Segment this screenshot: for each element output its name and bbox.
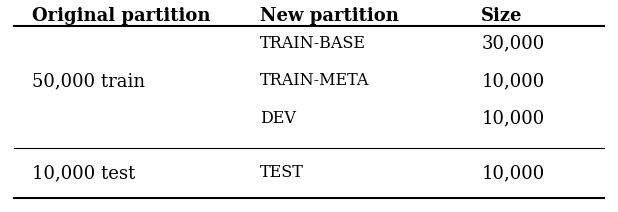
Text: 30,000: 30,000 — [481, 34, 544, 52]
Text: TRAIN-BASE: TRAIN-BASE — [260, 35, 366, 52]
Text: DEV: DEV — [260, 110, 295, 127]
Text: 10,000: 10,000 — [481, 164, 544, 182]
Text: New partition: New partition — [260, 7, 399, 25]
Text: 10,000: 10,000 — [481, 110, 544, 128]
Text: 10,000 test: 10,000 test — [32, 164, 135, 182]
Text: TEST: TEST — [260, 165, 303, 181]
Text: Size: Size — [481, 7, 523, 25]
Text: TRAIN-META: TRAIN-META — [260, 72, 369, 89]
Text: Original partition: Original partition — [32, 7, 211, 25]
Text: 50,000 train: 50,000 train — [32, 72, 145, 90]
Text: 10,000: 10,000 — [481, 72, 544, 90]
